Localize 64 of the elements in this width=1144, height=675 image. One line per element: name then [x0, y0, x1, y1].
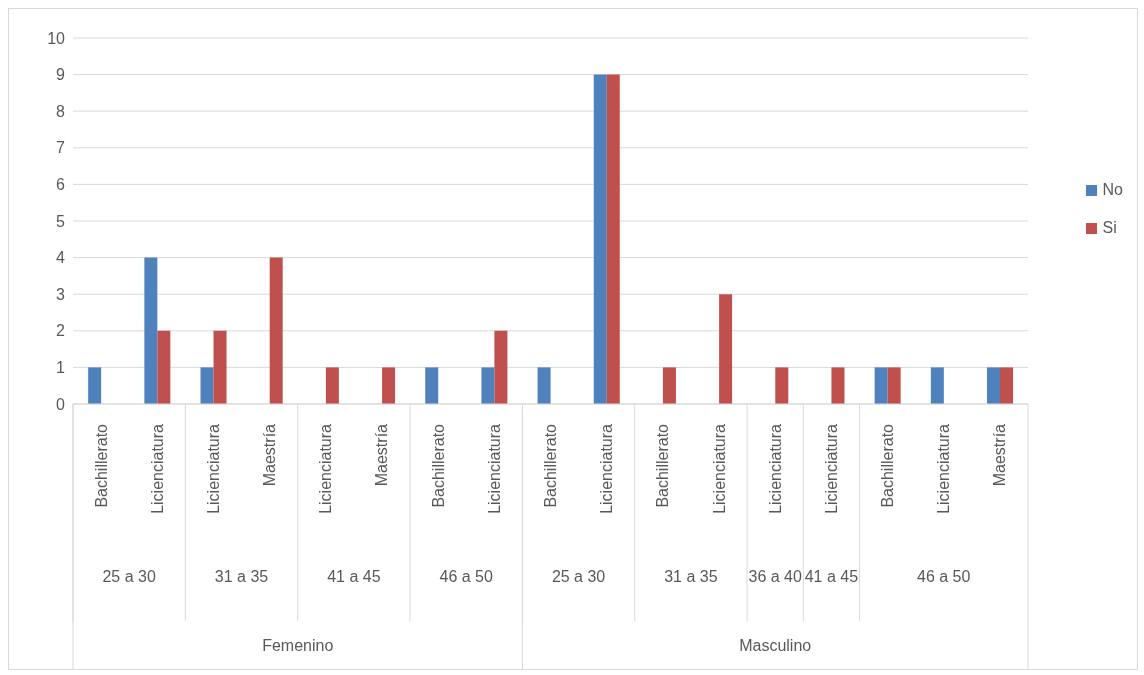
bar: [425, 367, 439, 404]
bar: [887, 367, 901, 404]
y-tick-label: 6: [56, 176, 66, 194]
bar: [775, 367, 789, 404]
x-tick-label: Licienciatura: [710, 423, 728, 514]
text: 36 a 40: [747, 567, 803, 587]
text: 31 a 35: [663, 567, 719, 587]
bar: [157, 330, 171, 404]
bar: [213, 330, 227, 404]
x-tick-label: Licienciatura: [822, 423, 840, 514]
bar: [606, 74, 620, 404]
y-tick-label: 8: [56, 102, 66, 120]
bar: [986, 367, 1000, 404]
bar: [382, 367, 396, 404]
text: 41 a 45: [803, 567, 860, 587]
text: 25 a 30: [101, 567, 157, 587]
y-tick-label: 3: [56, 285, 66, 303]
bar: [874, 367, 888, 404]
bar: [494, 330, 508, 404]
bar: [144, 257, 158, 404]
legend-label: Si: [1102, 219, 1117, 237]
x-tick-label: Licienciatura: [148, 423, 166, 514]
text: 31 a 35: [213, 567, 270, 587]
text: 41 a 45: [326, 567, 382, 587]
bar: [481, 367, 495, 404]
text: Femenino: [261, 637, 335, 655]
bar: [999, 367, 1013, 404]
bar: [662, 367, 676, 404]
y-tick-label: 10: [47, 29, 66, 47]
y-tick-label: 0: [56, 395, 66, 413]
x-tick-label: Maestría: [991, 423, 1009, 487]
legend-label: No: [1102, 181, 1123, 199]
text: 46 a 50: [916, 567, 972, 587]
x-tick-label: Bachillerato: [429, 423, 447, 508]
bar: [831, 367, 845, 404]
bar: [593, 74, 607, 404]
x-tick-label: Bachillerato: [654, 423, 672, 508]
x-tick-label: Licienciatura: [204, 423, 222, 514]
x-tick-label: Maestría: [373, 423, 391, 487]
text: Masculino: [738, 637, 813, 655]
y-tick-label: 1: [56, 359, 66, 377]
x-tick-label: Licienciatura: [935, 423, 953, 514]
y-tick-label: 4: [56, 249, 66, 267]
y-tick-label: 5: [56, 212, 66, 230]
bar: [325, 367, 339, 404]
bar: [537, 367, 551, 404]
x-tick-label: Licienciatura: [485, 423, 503, 514]
x-tick-label: Bachillerato: [879, 423, 897, 508]
x-tick-label: Licienciatura: [598, 423, 616, 514]
x-tick-label: Licienciatura: [766, 423, 784, 514]
bar: [269, 257, 283, 404]
y-tick-label: 9: [56, 66, 66, 84]
bar: [88, 367, 102, 404]
y-tick-label: 2: [56, 322, 66, 340]
text: 25 a 30: [550, 567, 607, 587]
bar: [719, 294, 733, 404]
bar: [200, 367, 214, 404]
text: 46 a 50: [438, 567, 494, 587]
y-tick-label: 7: [56, 139, 66, 157]
bar: [930, 367, 944, 404]
x-tick-label: Bachillerato: [542, 423, 559, 508]
x-tick-label: Bachillerato: [92, 423, 110, 508]
x-tick-label: Maestría: [261, 423, 279, 487]
x-tick-label: Licienciatura: [317, 423, 335, 514]
